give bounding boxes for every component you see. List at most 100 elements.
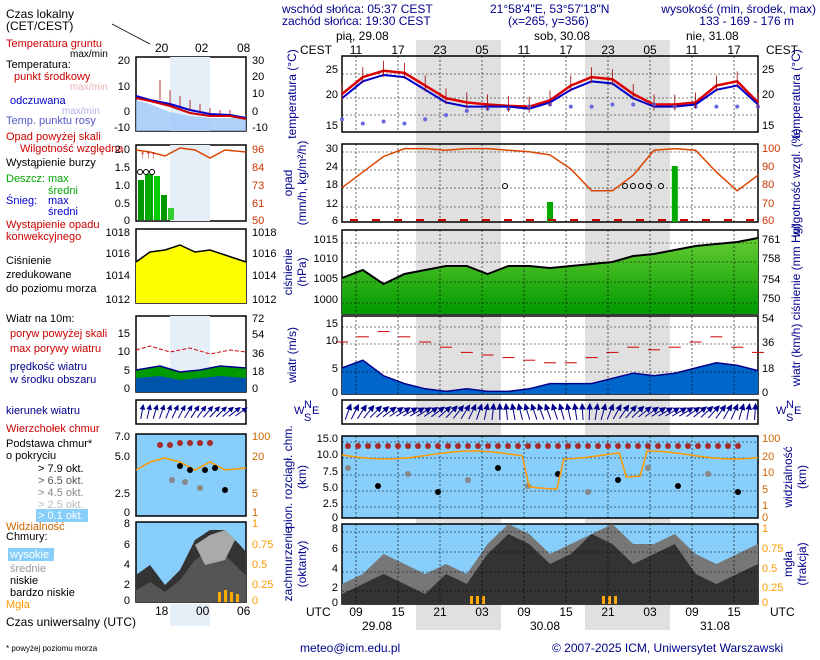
axis-rain-1: 1.5 [115, 162, 130, 174]
legend-storm: Wystąpienie burzy [6, 157, 96, 169]
svg-text:758: 758 [762, 253, 780, 265]
fog-bar [602, 596, 605, 604]
wind-arrow [483, 403, 490, 420]
label-p7-right1: mgła [781, 551, 795, 577]
legend-wind-arrow [209, 406, 221, 418]
svg-text:0.5: 0.5 [762, 563, 777, 575]
legend-rain-max: max [48, 173, 69, 185]
local-hour-tick: 23 [601, 43, 615, 57]
label-p3-left1: ciśnienie [281, 248, 295, 295]
svg-text:70: 70 [762, 198, 774, 210]
wind-arrow [357, 404, 367, 419]
utc-hour-tick: 03 [475, 605, 489, 619]
label-p4-right: wiatr (km/h) [789, 324, 803, 388]
legend-rain-above: Opad powyżej skali [6, 131, 101, 143]
svg-text:1000: 1000 [314, 294, 338, 306]
dewpoint-point [444, 113, 448, 118]
footer-copyright: © 2007-2025 ICM, Uniwersytet Warszawski [552, 641, 783, 655]
utc-hour-tick: 03 [643, 605, 657, 619]
legend-okt-0: > 7.9 okt. [38, 463, 84, 475]
wind-arrow [509, 403, 517, 420]
svg-text:0: 0 [762, 512, 768, 524]
legend-wind-arrow [177, 404, 186, 419]
wind-arrow [600, 403, 608, 420]
svg-text:1: 1 [762, 500, 768, 512]
svg-text:5.0: 5.0 [323, 482, 338, 494]
wind-arrow [537, 403, 545, 420]
svg-text:18: 18 [326, 179, 338, 191]
axis-press-0: 1018 [106, 227, 130, 239]
legend-wind-arrow [184, 405, 193, 419]
cloud-base-dot [495, 465, 501, 471]
dewpoint-point [402, 121, 407, 126]
axis-fog-3: 0.25 [252, 579, 273, 591]
svg-text:100: 100 [762, 143, 780, 155]
coords-text: 21°58'4"E, 53°57'18"N [490, 2, 610, 16]
axis-press-r-1: 1016 [252, 248, 276, 260]
legend-gust-max: max porywy wiatru [10, 343, 101, 355]
elevation-values: 133 - 169 - 176 m [699, 14, 794, 28]
cloud-top-dot [365, 443, 371, 449]
legend-okt-3: > 2.5 okt. [38, 499, 84, 511]
legend-local-tick-2: 08 [237, 41, 251, 55]
svg-text:5: 5 [762, 484, 768, 496]
label-p3-left2: (hPa) [295, 257, 309, 286]
grid-text: (x=265, y=356) [508, 14, 589, 28]
day-bottom-0: 29.08 [362, 619, 392, 633]
axis-press-3: 1012 [106, 294, 130, 306]
axis-fog-2: 0.5 [252, 559, 267, 571]
legend-temp-mid: punkt środkowy [14, 71, 91, 83]
axis-cb-1: 5.0 [115, 451, 130, 463]
axis-hum-2: 73 [252, 180, 264, 192]
svg-text:0: 0 [762, 597, 768, 609]
footer-email[interactable]: meteo@icm.edu.pl [300, 641, 400, 655]
svg-text:36: 36 [762, 337, 774, 349]
axis-wind-r-4: 0 [252, 383, 258, 395]
svg-text:54: 54 [762, 313, 774, 325]
legend-press2: zredukowane [6, 269, 71, 281]
svg-text:N: N [304, 399, 312, 411]
utc-hour-tick: 21 [433, 605, 447, 619]
axis-cl-0: 8 [124, 518, 130, 530]
utc-hour-tick: 15 [559, 605, 573, 619]
axis-wind-0: 15 [118, 328, 130, 340]
wind-arrow [376, 406, 390, 418]
wind-arrow [658, 407, 674, 417]
day-top-1: sob, 30.08 [534, 29, 590, 43]
svg-text:15: 15 [326, 318, 338, 330]
wind-arrow [344, 403, 352, 420]
svg-text:W: W [776, 405, 787, 417]
wind-arrow [665, 407, 681, 417]
axis-fog-1: 0.75 [252, 539, 273, 551]
svg-text:20: 20 [762, 451, 774, 463]
axis-wind-2: 5 [124, 365, 130, 377]
axis-temp-r-0: 30 [252, 55, 264, 67]
legend-footnote: * powyżej poziomu morza [6, 644, 98, 653]
wind-arrow [551, 403, 558, 420]
wind-arrow [416, 407, 432, 417]
cloud-top-dot [395, 443, 401, 449]
wind-arrow [593, 402, 601, 420]
axis-hum-4: 50 [252, 215, 264, 227]
svg-text:754: 754 [762, 274, 780, 286]
utc-hour-tick: 09 [685, 605, 699, 619]
svg-text:1010: 1010 [314, 253, 338, 265]
label-p1-left: temperatura (°C) [285, 49, 299, 139]
legend-wind-arrow [139, 404, 146, 419]
storm-marker [638, 183, 644, 189]
legend-perceived-maxmin: max/min [62, 106, 100, 117]
cloud-top-dot [605, 443, 611, 449]
legend-wind-title: Wiatr na 10m: [6, 313, 74, 325]
wind-arrow [409, 407, 425, 417]
legend-dewpoint: Temp. punktu rosy [6, 115, 96, 127]
dewpoint-point [423, 117, 428, 122]
svg-text:1005: 1005 [314, 273, 338, 285]
svg-text:6: 6 [332, 543, 338, 555]
svg-text:↑↑↑: ↑↑↑ [140, 149, 157, 161]
local-hour-tick: 11 [350, 43, 363, 57]
legend-temp-title: Temperatura: [6, 59, 71, 71]
wind-area [342, 360, 758, 394]
legend-wind-arrow [159, 404, 166, 419]
pressure-line [341, 237, 759, 286]
axis-press-2: 1014 [106, 270, 130, 282]
